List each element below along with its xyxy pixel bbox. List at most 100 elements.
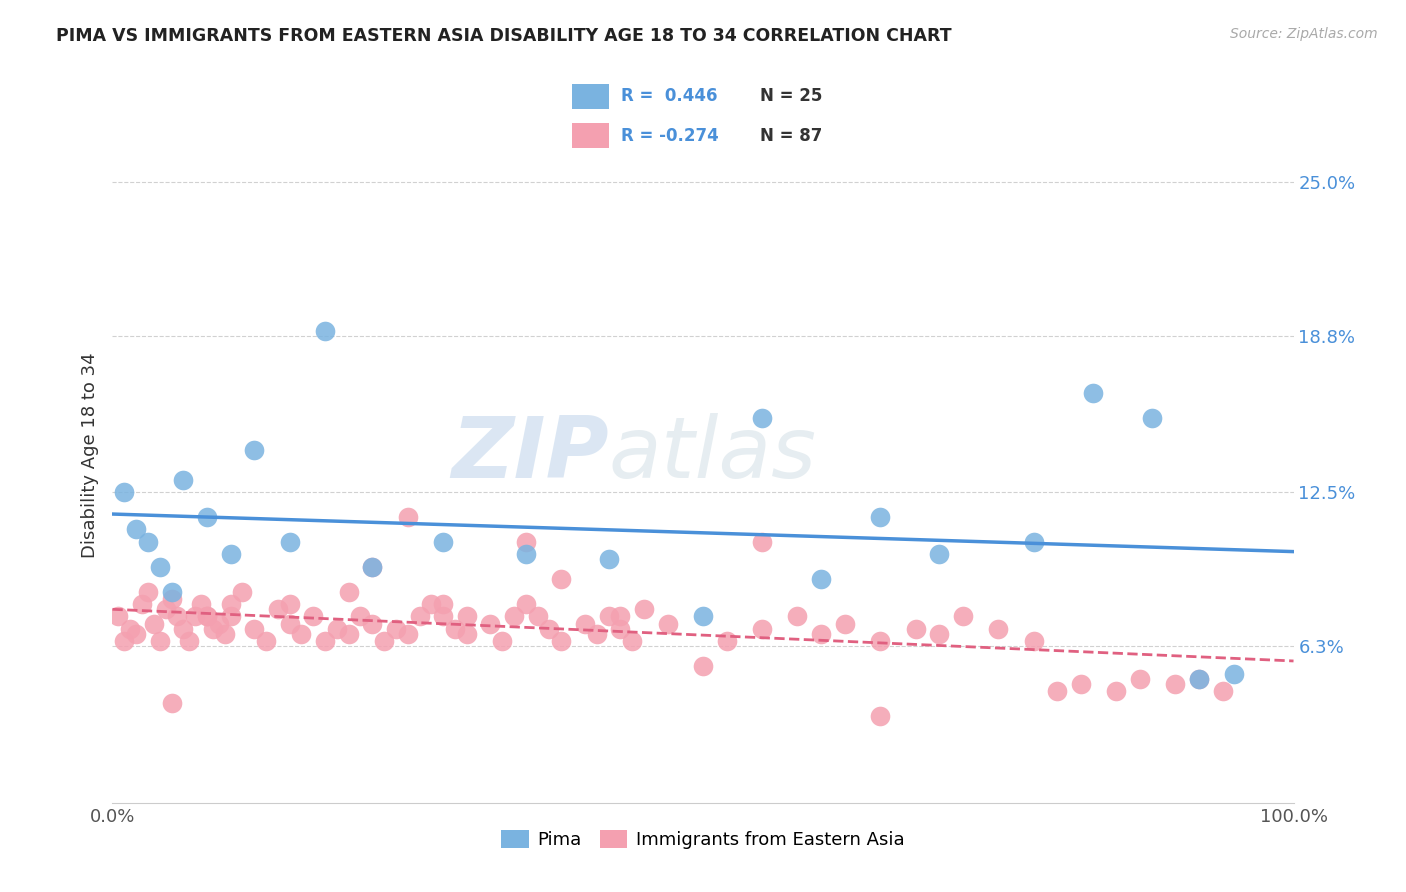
Point [692, 609, 714, 624]
Point [585, 627, 607, 641]
Point [373, 634, 395, 648]
Point [149, 559, 172, 574]
Point [869, 510, 891, 524]
Point [444, 622, 467, 636]
Point [904, 622, 927, 636]
Point [231, 584, 253, 599]
Text: ZIP: ZIP [451, 413, 609, 497]
Point [550, 634, 572, 648]
Point [1129, 672, 1152, 686]
Point [125, 523, 148, 537]
Point [208, 616, 231, 631]
Text: N = 25: N = 25 [761, 87, 823, 105]
Point [149, 634, 172, 648]
Point [928, 627, 950, 641]
Point [432, 534, 454, 549]
Point [1081, 385, 1104, 400]
Point [810, 572, 832, 586]
Point [184, 609, 207, 624]
Point [952, 609, 974, 624]
Point [1046, 684, 1069, 698]
Point [526, 609, 548, 624]
Point [598, 609, 620, 624]
Point [479, 616, 502, 631]
Point [1022, 634, 1045, 648]
Point [142, 616, 165, 631]
Point [243, 622, 266, 636]
Point [786, 609, 808, 624]
Point [1070, 676, 1092, 690]
Point [432, 609, 454, 624]
Text: Source: ZipAtlas.com: Source: ZipAtlas.com [1230, 27, 1378, 41]
Point [254, 634, 277, 648]
Point [160, 592, 183, 607]
Text: atlas: atlas [609, 413, 817, 497]
Point [869, 634, 891, 648]
Point [179, 634, 201, 648]
Point [160, 584, 183, 599]
Point [136, 584, 159, 599]
Legend: Pima, Immigrants from Eastern Asia: Pima, Immigrants from Eastern Asia [494, 822, 912, 856]
Point [538, 622, 561, 636]
Point [337, 627, 360, 641]
Point [1140, 410, 1163, 425]
Point [751, 622, 773, 636]
Point [396, 627, 419, 641]
Point [136, 534, 159, 549]
Point [609, 622, 631, 636]
Point [120, 622, 142, 636]
Point [987, 622, 1010, 636]
Point [598, 552, 620, 566]
Point [432, 597, 454, 611]
Point [326, 622, 349, 636]
Point [195, 609, 218, 624]
Point [1212, 684, 1234, 698]
Point [550, 572, 572, 586]
Point [267, 602, 290, 616]
Point [621, 634, 644, 648]
Point [1188, 672, 1211, 686]
Point [928, 547, 950, 561]
Point [1164, 676, 1187, 690]
Point [385, 622, 408, 636]
Point [834, 616, 856, 631]
Point [243, 442, 266, 457]
Point [1188, 672, 1211, 686]
Point [1105, 684, 1128, 698]
Point [278, 597, 301, 611]
Point [396, 510, 419, 524]
Point [1223, 666, 1246, 681]
Point [515, 547, 537, 561]
Point [503, 609, 526, 624]
Text: R =  0.446: R = 0.446 [621, 87, 717, 105]
Point [314, 634, 336, 648]
Point [195, 609, 218, 624]
Y-axis label: Disability Age 18 to 34: Disability Age 18 to 34 [80, 352, 98, 558]
Point [361, 559, 384, 574]
Point [201, 622, 224, 636]
Point [349, 609, 371, 624]
Point [219, 609, 242, 624]
Point [692, 659, 714, 673]
Point [420, 597, 443, 611]
Text: R = -0.274: R = -0.274 [621, 127, 718, 145]
Point [361, 616, 384, 631]
Point [278, 616, 301, 631]
Point [166, 609, 188, 624]
Point [219, 547, 242, 561]
Point [361, 559, 384, 574]
Point [574, 616, 596, 631]
Point [214, 627, 236, 641]
Point [456, 627, 478, 641]
Point [1022, 534, 1045, 549]
Point [112, 634, 135, 648]
Point [195, 510, 218, 524]
Point [609, 609, 631, 624]
Point [190, 597, 212, 611]
Point [751, 410, 773, 425]
Text: PIMA VS IMMIGRANTS FROM EASTERN ASIA DISABILITY AGE 18 TO 34 CORRELATION CHART: PIMA VS IMMIGRANTS FROM EASTERN ASIA DIS… [56, 27, 952, 45]
Point [125, 627, 148, 641]
Point [290, 627, 312, 641]
Point [869, 708, 891, 723]
Point [172, 622, 194, 636]
